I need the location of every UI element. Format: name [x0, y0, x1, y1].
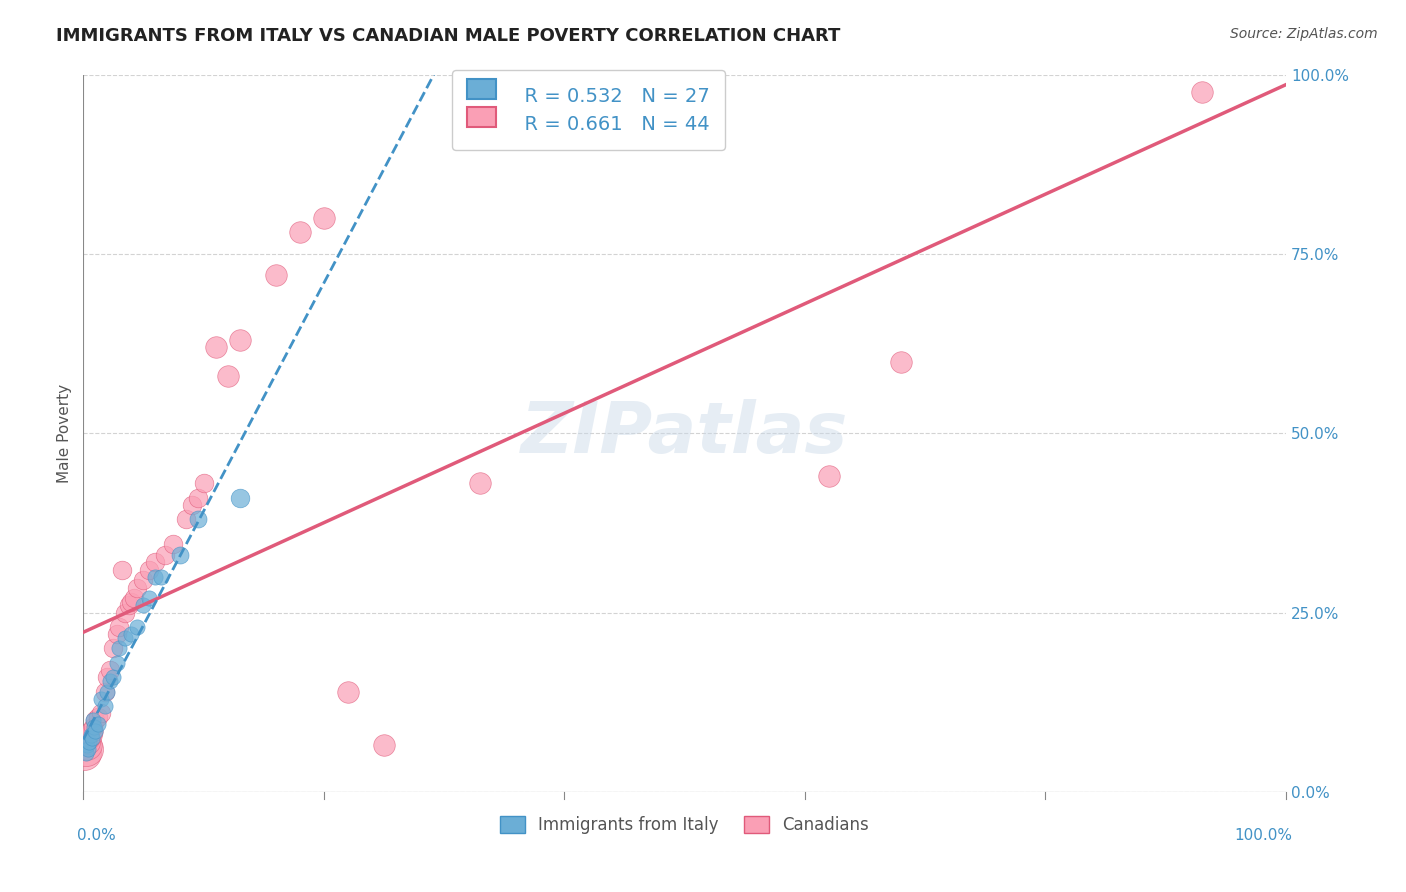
Point — [162, 537, 184, 551]
Point — [132, 574, 155, 588]
Point — [98, 663, 121, 677]
Point — [82, 720, 104, 734]
Point — [79, 728, 101, 742]
Point — [127, 620, 149, 634]
Point — [138, 563, 160, 577]
Point — [79, 731, 101, 746]
Point — [114, 606, 136, 620]
Point — [138, 591, 160, 606]
Point — [79, 728, 101, 742]
Point — [76, 739, 98, 753]
Point — [120, 595, 142, 609]
Text: Source: ZipAtlas.com: Source: ZipAtlas.com — [1230, 27, 1378, 41]
Point — [77, 735, 100, 749]
Point — [288, 225, 311, 239]
Point — [76, 739, 98, 753]
Y-axis label: Male Poverty: Male Poverty — [58, 384, 72, 483]
Point — [90, 691, 112, 706]
Point — [73, 746, 96, 760]
Point — [122, 591, 145, 606]
Text: 100.0%: 100.0% — [1234, 828, 1292, 843]
Point — [103, 641, 125, 656]
Point — [187, 512, 209, 526]
Point — [118, 599, 141, 613]
Text: ZIPatlas: ZIPatlas — [522, 399, 848, 467]
Point — [77, 742, 100, 756]
Point — [312, 211, 335, 225]
Point — [132, 599, 155, 613]
Point — [228, 491, 250, 505]
Point — [90, 706, 112, 720]
Point — [228, 333, 250, 347]
Point — [169, 548, 191, 562]
Point — [79, 735, 101, 749]
Point — [96, 670, 118, 684]
Point — [80, 731, 103, 746]
Point — [84, 713, 107, 727]
Point — [105, 627, 128, 641]
Point — [264, 268, 287, 283]
Point — [890, 354, 912, 368]
Point — [150, 570, 173, 584]
Point — [84, 724, 107, 739]
Text: IMMIGRANTS FROM ITALY VS CANADIAN MALE POVERTY CORRELATION CHART: IMMIGRANTS FROM ITALY VS CANADIAN MALE P… — [56, 27, 841, 45]
Point — [818, 469, 841, 483]
Point — [1191, 86, 1213, 100]
Point — [153, 548, 176, 562]
Point — [94, 684, 117, 698]
Point — [193, 476, 215, 491]
Point — [145, 570, 167, 584]
Point — [87, 716, 110, 731]
Point — [94, 698, 117, 713]
Point — [82, 713, 104, 727]
Point — [114, 631, 136, 645]
Point — [108, 620, 131, 634]
Point — [75, 746, 97, 760]
Point — [187, 491, 209, 505]
Point — [96, 684, 118, 698]
Point — [127, 581, 149, 595]
Point — [204, 340, 226, 354]
Point — [87, 709, 110, 723]
Point — [80, 724, 103, 739]
Point — [108, 641, 131, 656]
Point — [217, 368, 239, 383]
Point — [145, 555, 167, 569]
Point — [103, 670, 125, 684]
Point — [75, 742, 97, 756]
Point — [373, 739, 395, 753]
Legend: Immigrants from Italy, Canadians: Immigrants from Italy, Canadians — [494, 810, 876, 841]
Point — [120, 627, 142, 641]
Point — [111, 563, 134, 577]
Point — [83, 720, 105, 734]
Point — [180, 498, 202, 512]
Point — [336, 684, 359, 698]
Text: 0.0%: 0.0% — [77, 828, 117, 843]
Point — [174, 512, 197, 526]
Point — [470, 476, 492, 491]
Point — [105, 656, 128, 670]
Point — [98, 673, 121, 688]
